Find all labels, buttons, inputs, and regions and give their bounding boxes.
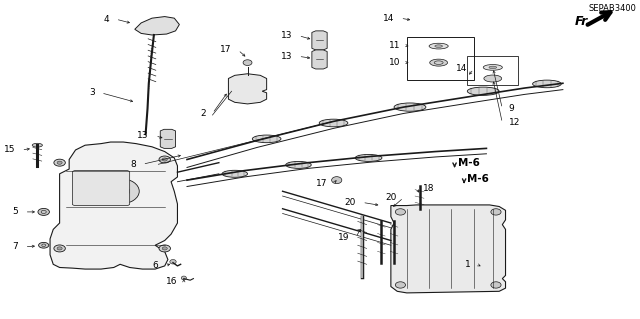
Ellipse shape <box>54 245 65 252</box>
Text: 7: 7 <box>12 242 18 251</box>
Text: 5: 5 <box>12 207 18 216</box>
Text: 11: 11 <box>389 41 401 50</box>
Ellipse shape <box>54 159 65 166</box>
Text: 12: 12 <box>509 118 520 128</box>
Ellipse shape <box>38 208 49 215</box>
Text: 19: 19 <box>338 233 349 242</box>
Text: 9: 9 <box>509 104 515 113</box>
Ellipse shape <box>355 154 382 161</box>
Ellipse shape <box>243 60 252 65</box>
Ellipse shape <box>162 247 167 250</box>
Ellipse shape <box>57 247 62 250</box>
FancyBboxPatch shape <box>72 171 130 205</box>
Polygon shape <box>228 74 267 104</box>
Ellipse shape <box>111 185 130 197</box>
Text: 13: 13 <box>138 131 148 140</box>
Ellipse shape <box>162 158 167 161</box>
Text: 14: 14 <box>383 14 394 23</box>
Ellipse shape <box>319 119 348 127</box>
Text: 15: 15 <box>3 145 15 154</box>
Ellipse shape <box>491 282 501 288</box>
Ellipse shape <box>101 179 140 204</box>
Text: 2: 2 <box>200 109 206 118</box>
Text: 16: 16 <box>166 277 177 286</box>
Text: 10: 10 <box>389 58 401 67</box>
Ellipse shape <box>57 161 62 164</box>
Text: 13: 13 <box>280 52 292 61</box>
Text: 18: 18 <box>422 184 434 193</box>
Text: 20: 20 <box>344 198 356 207</box>
Ellipse shape <box>170 260 176 264</box>
Ellipse shape <box>332 177 342 184</box>
Text: Fr.: Fr. <box>574 15 591 28</box>
Ellipse shape <box>32 143 42 147</box>
Ellipse shape <box>396 282 406 288</box>
Ellipse shape <box>159 245 170 252</box>
Ellipse shape <box>484 75 502 82</box>
Text: 13: 13 <box>280 31 292 40</box>
Ellipse shape <box>396 209 406 215</box>
Ellipse shape <box>222 170 248 177</box>
Text: 8: 8 <box>131 160 136 169</box>
Ellipse shape <box>394 103 426 111</box>
Polygon shape <box>312 31 327 50</box>
Ellipse shape <box>483 64 502 70</box>
Text: 3: 3 <box>89 88 95 97</box>
Text: 6: 6 <box>152 261 158 271</box>
Ellipse shape <box>489 66 497 69</box>
Ellipse shape <box>435 45 442 48</box>
Ellipse shape <box>429 59 447 66</box>
Ellipse shape <box>429 43 448 49</box>
Ellipse shape <box>38 242 49 248</box>
Text: M-6: M-6 <box>458 158 479 168</box>
Bar <box>407 37 474 80</box>
Text: 1: 1 <box>465 260 470 269</box>
Polygon shape <box>50 142 177 269</box>
Polygon shape <box>135 17 179 35</box>
Bar <box>467 56 518 85</box>
Text: SEPAB3400: SEPAB3400 <box>588 4 636 13</box>
Ellipse shape <box>181 276 186 280</box>
Polygon shape <box>391 205 506 293</box>
Text: 17: 17 <box>220 45 232 55</box>
Text: 14: 14 <box>456 64 467 73</box>
Ellipse shape <box>252 135 281 143</box>
Ellipse shape <box>159 156 170 163</box>
Text: M-6: M-6 <box>467 174 489 183</box>
Text: 20: 20 <box>386 193 397 202</box>
Ellipse shape <box>467 87 499 95</box>
Ellipse shape <box>491 209 501 215</box>
Text: 17: 17 <box>316 179 327 188</box>
Polygon shape <box>160 129 175 148</box>
Ellipse shape <box>285 161 311 168</box>
Polygon shape <box>312 50 327 69</box>
Ellipse shape <box>532 80 561 88</box>
Text: 4: 4 <box>104 15 109 24</box>
